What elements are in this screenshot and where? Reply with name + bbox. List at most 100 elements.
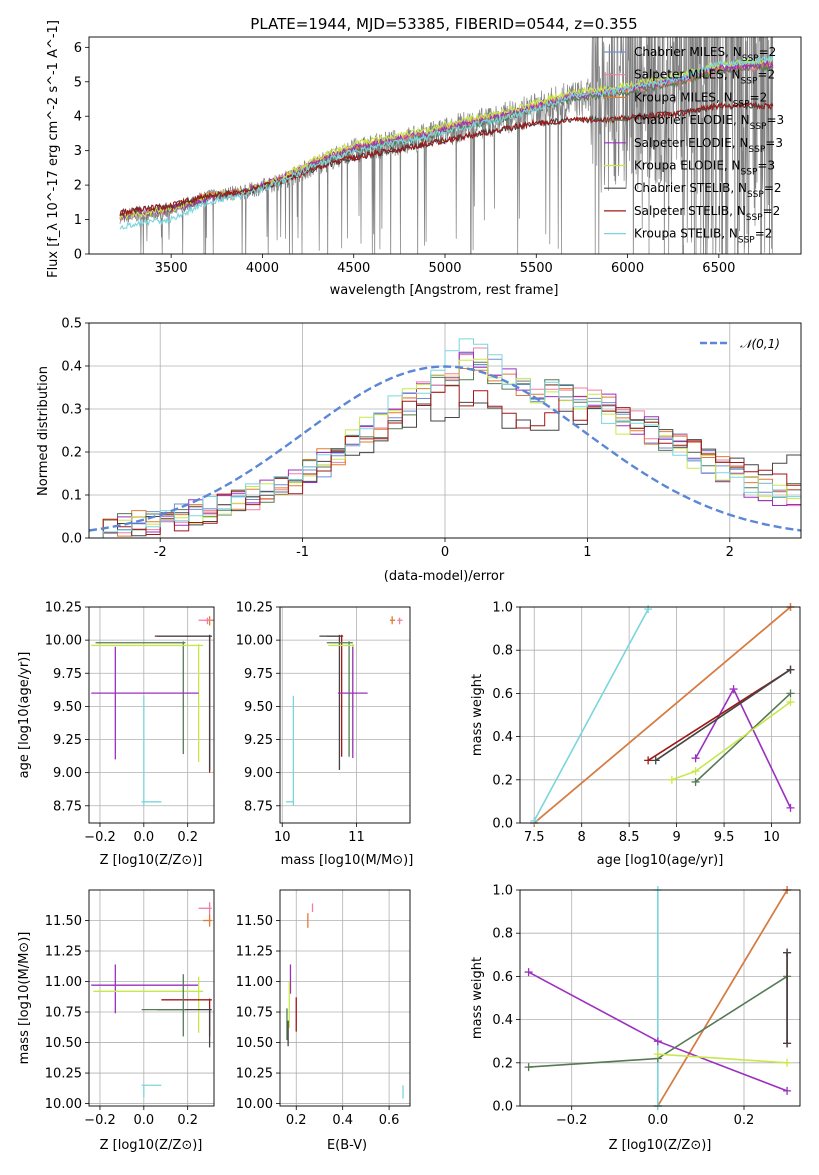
agemass-point-7: [337, 646, 368, 759]
wage-marker-6: [651, 756, 660, 765]
wz-ytick-label: 0.6: [492, 970, 513, 985]
age-vs-mass-panel: mass [log10(M/M⊙)] 10 11 8.75 9.00 9.25 9.50 9…: [236, 601, 414, 869]
massz-ytick-label: 10.75: [45, 1006, 82, 1021]
agemass-ytick-label: 9.25: [244, 733, 273, 748]
agez-xtick-label: −0.2: [84, 830, 116, 845]
wage-xtick-label: 8: [578, 830, 586, 845]
wz-xtick-label: −0.2: [556, 1113, 588, 1128]
massz-ytick-label: 10.00: [45, 1097, 82, 1112]
weight-vs-Z-xlabel: Z [log10(Z/Z⊙)]: [609, 1138, 712, 1153]
spectrum-ytick-label: 3: [74, 144, 82, 159]
wage-xtick-label: 8.5: [619, 830, 640, 845]
spectrum-ytick-label: 5: [74, 75, 82, 90]
massz-xtick-label: 0.0: [133, 1113, 154, 1128]
wz-plot: [524, 886, 792, 1110]
massebv-ytick-label: 11.00: [236, 975, 273, 990]
massz-ytick-label: 11.00: [45, 975, 82, 990]
wz-xtick-label: 0.0: [648, 1113, 669, 1128]
massz-point-6: [156, 1008, 212, 1048]
wage-marker-8: [786, 698, 795, 707]
wage-xtick-label: 10: [763, 830, 780, 845]
wz-series-line-6: [657, 1053, 788, 1064]
mass-vs-EBV-panel: E(B-V) 0.2 0.4 0.6 10.00 10.25 10.50 10.75 11.0…: [236, 889, 411, 1153]
spectrum-xtick-label: 6000: [611, 261, 644, 276]
residuals-ytick-label: 0.2: [61, 446, 82, 461]
massz-point-8: [141, 1084, 162, 1098]
massebv-plot: [286, 903, 404, 1099]
wage-marker-4: [786, 803, 795, 812]
wage-ytick-label: 0.6: [492, 687, 513, 702]
massz-point-2: [203, 914, 212, 927]
residuals-ytick-label: 0.1: [61, 489, 82, 504]
wage-ytick-label: 1.0: [492, 601, 513, 616]
massz-xtick-label: 0.2: [177, 1113, 198, 1128]
massz-ticks: −0.2 0.0 0.2 10.00 10.25 10.50 10.75 11.00 11.25…: [45, 914, 198, 1128]
residuals-xlabel: (data-model)/error: [384, 569, 505, 584]
massebv-ytick-label: 10.00: [236, 1097, 273, 1112]
agez-xtick-label: 0.0: [133, 830, 154, 845]
age-vs-Z-panel: Z [log10(Z/Z⊙)] age [log10(age/yr)] −0.2…: [17, 601, 215, 868]
spectrum-ticks: 3500 4000 4500 5000 5500 6000 6500 0 1 2 3 4 5 6: [74, 41, 736, 276]
residuals-xtick-label: -1: [296, 545, 309, 560]
massz-point-7: [141, 974, 186, 1037]
massz-xtick-label: −0.2: [84, 1113, 116, 1128]
mass-vs-Z-xlabel: Z [log10(Z/Z⊙)]: [100, 1138, 203, 1153]
mass-vs-Z-ylabel: mass [log10(M/M⊙)]: [17, 932, 32, 1065]
wage-marker-7: [691, 777, 700, 786]
massebv-ticks: 0.2 0.4 0.6 10.00 10.25 10.50 10.75 11.00 11.25 1…: [236, 914, 400, 1128]
wz-grid: [520, 889, 800, 1107]
agez-ytick-label: 9.75: [53, 667, 82, 682]
wage-ytick-label: 0.0: [492, 817, 513, 832]
massebv-grid: [280, 890, 410, 1106]
legend-label-7: Chabrier STELIB, NSSP=2: [634, 181, 782, 200]
age-vs-mass-xlabel: mass [log10(M/M⊙)]: [281, 853, 414, 868]
wz-marker-5: [524, 1063, 533, 1072]
agemass-ytick-label: 9.00: [244, 766, 273, 781]
spectrum-plot: [119, 37, 774, 254]
agez-xtick-label: 0.2: [177, 830, 198, 845]
agez-ytick-label: 9.00: [53, 766, 82, 781]
spectrum-ytick-label: 0: [74, 248, 82, 263]
agemass-ytick-label: 8.75: [244, 799, 273, 814]
wage-marker-3: [644, 605, 653, 614]
wage-marker-4: [729, 685, 738, 694]
wz-xtick-label: 0.2: [734, 1113, 755, 1128]
model-line-9: [119, 53, 774, 230]
weight-vs-age-ylabel: mass weight: [470, 674, 485, 756]
wage-marker-7: [786, 689, 795, 698]
massebv-ytick-label: 10.50: [236, 1036, 273, 1051]
wage-series-line-7: [695, 692, 792, 783]
massz-ytick-label: 10.25: [45, 1067, 82, 1082]
agez-point-4: [156, 634, 212, 770]
massz-point-1: [198, 902, 212, 915]
spectrum-ytick-label: 1: [74, 213, 82, 228]
agemass-ytick-label: 10.00: [236, 634, 273, 649]
residual-hist-7: [89, 401, 801, 538]
massebv-xtick-label: 0.4: [332, 1113, 353, 1128]
residuals-xtick-label: -2: [154, 545, 167, 560]
wage-marker-8: [667, 775, 676, 784]
massz-grid: [89, 890, 214, 1106]
wage-plot: [530, 603, 795, 827]
spectrum-panel: PLATE=1944, MJD=53385, FIBERID=0544, z=0…: [46, 15, 802, 298]
massz-plot: [91, 902, 212, 1098]
agemass-xtick-label: 11: [348, 830, 365, 845]
spectrum-ytick-label: 6: [74, 41, 82, 56]
mass-vs-Z-panel: Z [log10(Z/Z⊙)] mass [log10(M/M⊙)] −0.2 0…: [17, 889, 215, 1153]
wz-ytick-label: 1.0: [492, 884, 513, 899]
wz-marker-8: [783, 1039, 792, 1048]
residuals-xtick-label: 0: [441, 545, 449, 560]
age-vs-Z-ylabel: age [log10(age/yr)]: [17, 652, 32, 779]
wage-grid: [520, 606, 800, 824]
wage-marker-3: [530, 816, 539, 825]
weight-vs-age-xlabel: age [log10(age/yr)]: [597, 853, 724, 868]
wz-marker-8: [783, 948, 792, 957]
wage-series-line-3: [533, 608, 649, 822]
weight-vs-age-panel: age [log10(age/yr)] mass weight 7.5 8 8.5 9…: [470, 601, 801, 868]
agez-point-7: [91, 646, 199, 760]
agemass-point-8: [285, 695, 295, 806]
residual-hist-9: [89, 338, 801, 538]
age-vs-Z-xlabel: Z [log10(Z/Z⊙)]: [100, 853, 203, 868]
residuals-plot: [89, 338, 801, 538]
